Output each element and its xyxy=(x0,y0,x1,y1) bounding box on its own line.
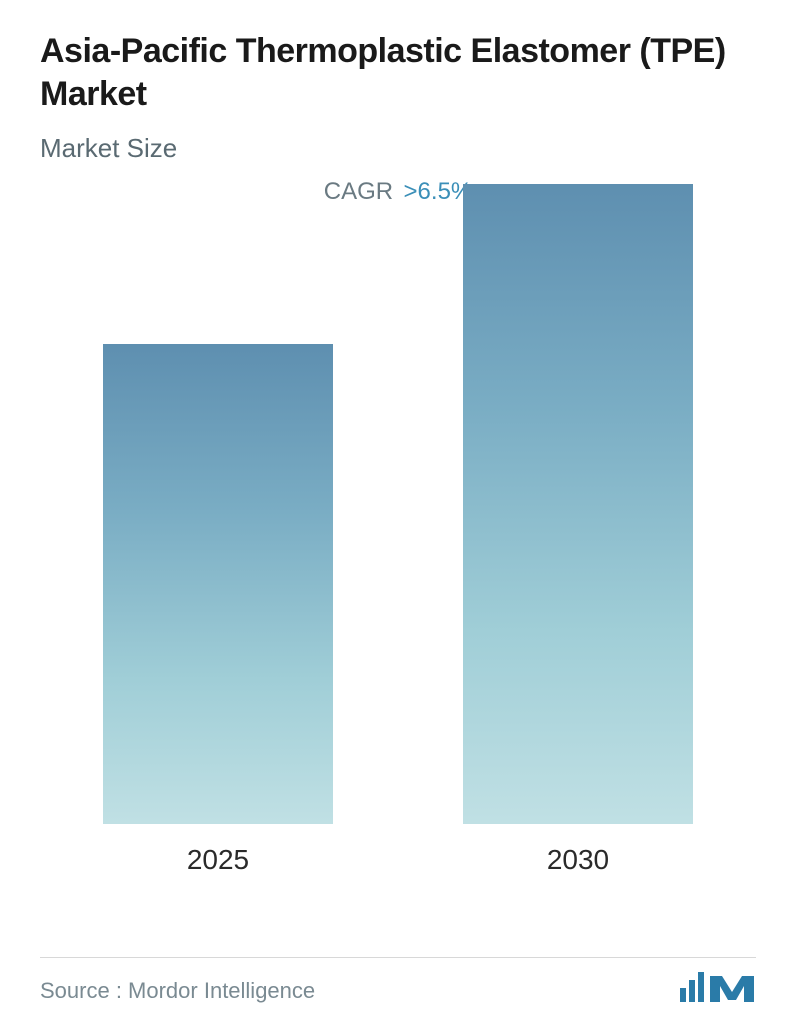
footer-divider xyxy=(40,957,756,958)
bar-group-1: 2030 xyxy=(463,184,693,876)
chart-title: Asia-Pacific Thermoplastic Elastomer (TP… xyxy=(40,30,756,115)
chart-area: 2025 2030 xyxy=(40,236,756,876)
logo-bar-3 xyxy=(698,972,704,1002)
bar-group-0: 2025 xyxy=(103,344,333,876)
bar-label-1: 2030 xyxy=(547,844,609,876)
brand-logo xyxy=(680,970,756,1004)
bar-label-0: 2025 xyxy=(187,844,249,876)
cagr-value: >6.5% xyxy=(404,178,473,205)
cagr-label: CAGR xyxy=(324,178,393,205)
footer: Source : Mordor Intelligence xyxy=(40,970,756,1004)
source-text: Source : Mordor Intelligence xyxy=(40,978,315,1004)
logo-bar-1 xyxy=(680,988,686,1002)
logo-bars-icon xyxy=(680,972,704,1002)
bar-0 xyxy=(103,344,333,824)
logo-m-icon xyxy=(708,970,756,1004)
chart-subtitle: Market Size xyxy=(40,133,756,164)
bar-1 xyxy=(463,184,693,824)
logo-bar-2 xyxy=(689,980,695,1002)
